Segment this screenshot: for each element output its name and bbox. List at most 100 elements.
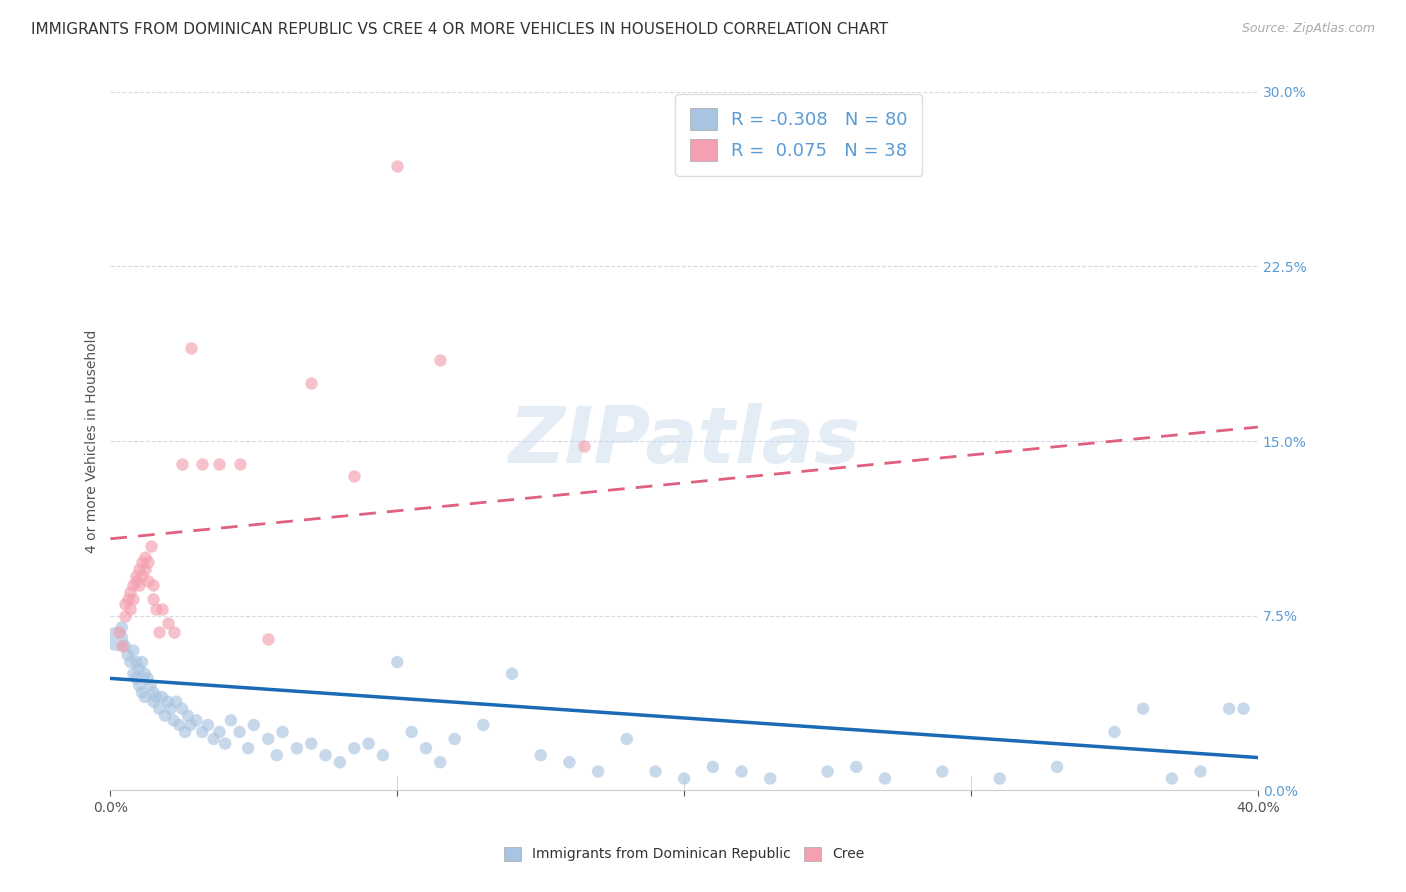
Point xyxy=(1132,701,1154,715)
Point xyxy=(125,569,148,583)
Point xyxy=(142,592,165,607)
Point xyxy=(142,578,165,592)
Point xyxy=(134,550,156,565)
Point xyxy=(315,748,337,763)
Point xyxy=(1232,701,1254,715)
Point xyxy=(136,672,159,686)
Point xyxy=(134,562,156,576)
Point xyxy=(120,655,142,669)
Point xyxy=(197,718,219,732)
Point xyxy=(153,708,176,723)
Point xyxy=(702,760,724,774)
Point xyxy=(139,539,162,553)
Point xyxy=(114,608,136,623)
Point xyxy=(114,597,136,611)
Point xyxy=(429,755,451,769)
Text: IMMIGRANTS FROM DOMINICAN REPUBLIC VS CREE 4 OR MORE VEHICLES IN HOUSEHOLD CORRE: IMMIGRANTS FROM DOMINICAN REPUBLIC VS CR… xyxy=(31,22,889,37)
Point xyxy=(174,725,197,739)
Point xyxy=(387,159,409,173)
Point xyxy=(343,741,366,756)
Point xyxy=(159,701,181,715)
Point xyxy=(1160,772,1182,786)
Point xyxy=(208,457,231,471)
Point xyxy=(136,555,159,569)
Point xyxy=(817,764,839,779)
Point xyxy=(429,352,451,367)
Point xyxy=(131,569,153,583)
Point xyxy=(558,755,581,769)
Point xyxy=(343,469,366,483)
Y-axis label: 4 or more Vehicles in Household: 4 or more Vehicles in Household xyxy=(86,329,100,553)
Point xyxy=(122,643,145,657)
Point xyxy=(299,737,322,751)
Point xyxy=(134,690,156,704)
Point xyxy=(111,639,134,653)
Point xyxy=(131,655,153,669)
Point xyxy=(214,737,236,751)
Point xyxy=(120,601,142,615)
Point xyxy=(387,655,409,669)
Point xyxy=(150,690,173,704)
Point xyxy=(931,764,953,779)
Point xyxy=(148,624,170,639)
Point xyxy=(122,666,145,681)
Text: Source: ZipAtlas.com: Source: ZipAtlas.com xyxy=(1241,22,1375,36)
Point xyxy=(845,760,868,774)
Point xyxy=(443,731,465,746)
Point xyxy=(125,655,148,669)
Point xyxy=(131,555,153,569)
Point xyxy=(120,585,142,599)
Point xyxy=(186,714,208,728)
Point xyxy=(111,620,134,634)
Point xyxy=(128,578,150,592)
Point xyxy=(1046,760,1069,774)
Point xyxy=(243,718,266,732)
Point xyxy=(228,457,250,471)
Point xyxy=(148,701,170,715)
Point xyxy=(572,439,595,453)
Point xyxy=(401,725,423,739)
Point xyxy=(122,578,145,592)
Point xyxy=(730,764,752,779)
Point xyxy=(208,725,231,739)
Legend: R = -0.308   N = 80, R =  0.075   N = 38: R = -0.308 N = 80, R = 0.075 N = 38 xyxy=(675,94,922,176)
Point xyxy=(139,678,162,692)
Point xyxy=(299,376,322,390)
Point xyxy=(108,624,131,639)
Point xyxy=(673,772,696,786)
Point xyxy=(150,601,173,615)
Point xyxy=(202,731,225,746)
Point xyxy=(156,695,179,709)
Point xyxy=(156,615,179,630)
Point xyxy=(266,748,288,763)
Point xyxy=(759,772,782,786)
Point xyxy=(1218,701,1240,715)
Point xyxy=(128,662,150,676)
Point xyxy=(616,731,638,746)
Point xyxy=(172,457,194,471)
Text: ZIPatlas: ZIPatlas xyxy=(508,403,860,479)
Point xyxy=(357,737,380,751)
Point xyxy=(134,666,156,681)
Point xyxy=(165,695,187,709)
Point xyxy=(219,714,242,728)
Point xyxy=(285,741,308,756)
Point xyxy=(105,632,128,646)
Point xyxy=(145,690,167,704)
Point xyxy=(125,672,148,686)
Point xyxy=(472,718,495,732)
Point xyxy=(117,648,139,662)
Point xyxy=(117,592,139,607)
Point xyxy=(128,678,150,692)
Point xyxy=(873,772,896,786)
Point xyxy=(1104,725,1126,739)
Point xyxy=(131,685,153,699)
Point xyxy=(271,725,294,739)
Point xyxy=(236,741,259,756)
Point xyxy=(167,718,190,732)
Point xyxy=(329,755,352,769)
Point xyxy=(177,708,200,723)
Point xyxy=(172,701,194,715)
Point xyxy=(122,592,145,607)
Point xyxy=(501,666,523,681)
